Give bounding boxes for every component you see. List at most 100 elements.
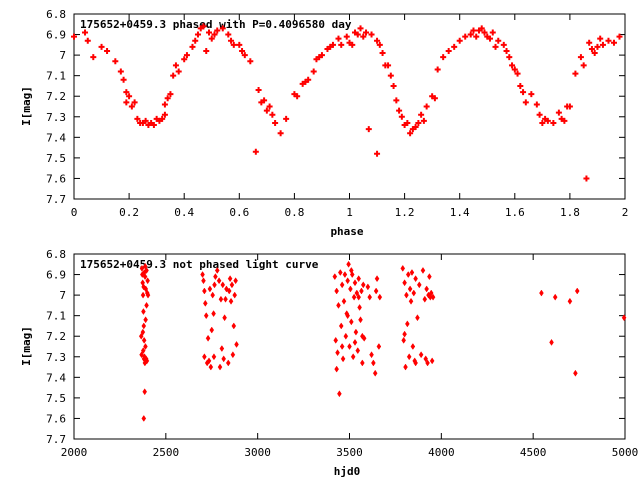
phased-data-point xyxy=(357,25,364,32)
unphased-x-tick-label: 2500 xyxy=(153,446,180,459)
unphased-data-point xyxy=(144,301,149,309)
phased-data-point xyxy=(591,50,598,57)
phased-data-point xyxy=(164,95,171,102)
unphased-data-point xyxy=(223,295,228,303)
phased-data-point xyxy=(71,33,77,40)
unphased-data-point xyxy=(229,281,235,289)
phased-data-point xyxy=(605,37,612,44)
unphased-data-point xyxy=(141,414,147,422)
phased-y-tick-label: 7.6 xyxy=(46,172,66,185)
phased-data-point xyxy=(252,148,259,155)
phased-x-tick-label: 1 xyxy=(346,206,353,219)
phased-data-point xyxy=(539,119,546,126)
unphased-data-point xyxy=(350,353,356,361)
unphased-data-point xyxy=(369,351,374,359)
unphased-data-point xyxy=(142,273,148,281)
phased-x-tick-label: 1.8 xyxy=(560,206,580,219)
phased-data-point xyxy=(550,119,557,126)
unphased-data-point xyxy=(342,271,348,279)
phased-y-tick-label: 6.9 xyxy=(46,29,66,42)
phased-x-axis-label: phase xyxy=(330,225,363,238)
phased-data-point xyxy=(329,41,336,48)
phased-data-point xyxy=(398,113,405,120)
unphased-data-point xyxy=(341,297,347,305)
phased-data-point xyxy=(509,62,516,69)
phased-data-point xyxy=(610,39,617,46)
phased-data-point xyxy=(194,31,201,38)
phased-data-point xyxy=(205,29,212,36)
unphased-data-point xyxy=(402,330,407,338)
phased-x-ticks: 0 0.2 0.4 0.6 0.8 1 1.2 1.4 1.6 1.8 2 xyxy=(71,14,628,219)
unphased-data-point xyxy=(549,338,554,346)
unphased-x-tick-label: 4000 xyxy=(428,446,455,459)
unphased-data-point xyxy=(140,347,146,355)
unphased-data-point xyxy=(371,359,376,367)
phased-data-point xyxy=(335,35,342,42)
phased-data-point xyxy=(374,150,381,157)
unphased-data-point xyxy=(539,289,544,297)
unphased-data-point xyxy=(217,363,223,371)
phased-data-point xyxy=(200,23,207,30)
phased-x-tick-label: 0.6 xyxy=(229,206,249,219)
unphased-y-tick-label: 7.6 xyxy=(46,412,66,425)
unphased-data-point xyxy=(201,277,206,285)
unphased-data-point xyxy=(207,285,213,293)
unphased-data-point xyxy=(429,357,435,365)
unphased-y-tick-label: 7.1 xyxy=(46,310,66,323)
phased-data-point xyxy=(266,103,273,110)
unphased-data-point xyxy=(208,363,214,371)
phased-y-tick-label: 7.2 xyxy=(46,90,66,103)
unphased-data-point xyxy=(405,271,411,279)
unphased-data-point xyxy=(573,369,578,377)
phased-data-point xyxy=(555,109,562,116)
phased-data-point xyxy=(456,37,463,44)
phased-data-point xyxy=(536,111,543,118)
unphased-data-point xyxy=(355,347,361,355)
phased-data-point xyxy=(239,48,246,54)
unphased-data-point xyxy=(141,322,147,330)
phased-data-point xyxy=(104,48,111,54)
unphased-data-point xyxy=(143,316,148,324)
unphased-data-point xyxy=(213,273,218,281)
unphased-data-point xyxy=(422,295,428,303)
phased-data-point xyxy=(418,111,425,118)
unphased-data-point xyxy=(332,273,338,281)
phased-data-point xyxy=(272,119,279,126)
unphased-data-point xyxy=(367,293,373,301)
unphased-data-point xyxy=(552,293,558,301)
unphased-data-point xyxy=(345,312,350,320)
unphased-data-point xyxy=(407,285,413,293)
phased-y-tick-label: 7 xyxy=(59,49,66,62)
unphased-data-point xyxy=(333,336,339,344)
phased-data-point xyxy=(363,29,370,36)
unphased-data-point xyxy=(408,297,414,305)
phased-x-tick-label: 0.4 xyxy=(174,206,194,219)
phased-data-point xyxy=(528,91,535,98)
unphased-data-point xyxy=(206,357,212,365)
unphased-data-point xyxy=(226,287,232,295)
unphased-data-point xyxy=(145,277,150,285)
phased-data-point xyxy=(211,31,218,38)
phased-data-point xyxy=(161,111,168,118)
phased-data-point xyxy=(343,33,350,40)
unphased-x-tick-label: 3000 xyxy=(244,446,271,459)
phased-data-point xyxy=(393,97,400,104)
phased-data-point xyxy=(255,87,262,94)
unphased-y-axis-label: I[mag] xyxy=(20,326,33,366)
phased-data-point xyxy=(390,82,397,89)
unphased-data-point xyxy=(227,275,233,283)
phased-data-point xyxy=(214,27,221,34)
unphased-x-tick-label: 4500 xyxy=(520,446,547,459)
unphased-data-point xyxy=(334,287,339,295)
phased-y-tick-label: 7.5 xyxy=(46,152,66,165)
unphased-data-point xyxy=(214,266,220,274)
unphased-data-point xyxy=(413,275,418,283)
unphased-data-point xyxy=(351,293,357,301)
unphased-data-point xyxy=(349,266,354,274)
phased-data-point xyxy=(385,62,392,69)
phased-y-tick-label: 7.1 xyxy=(46,70,66,83)
unphased-data-point xyxy=(352,279,358,287)
unphased-data-point xyxy=(231,322,237,330)
phased-data-point xyxy=(500,41,507,48)
phased-data-point xyxy=(172,62,179,69)
